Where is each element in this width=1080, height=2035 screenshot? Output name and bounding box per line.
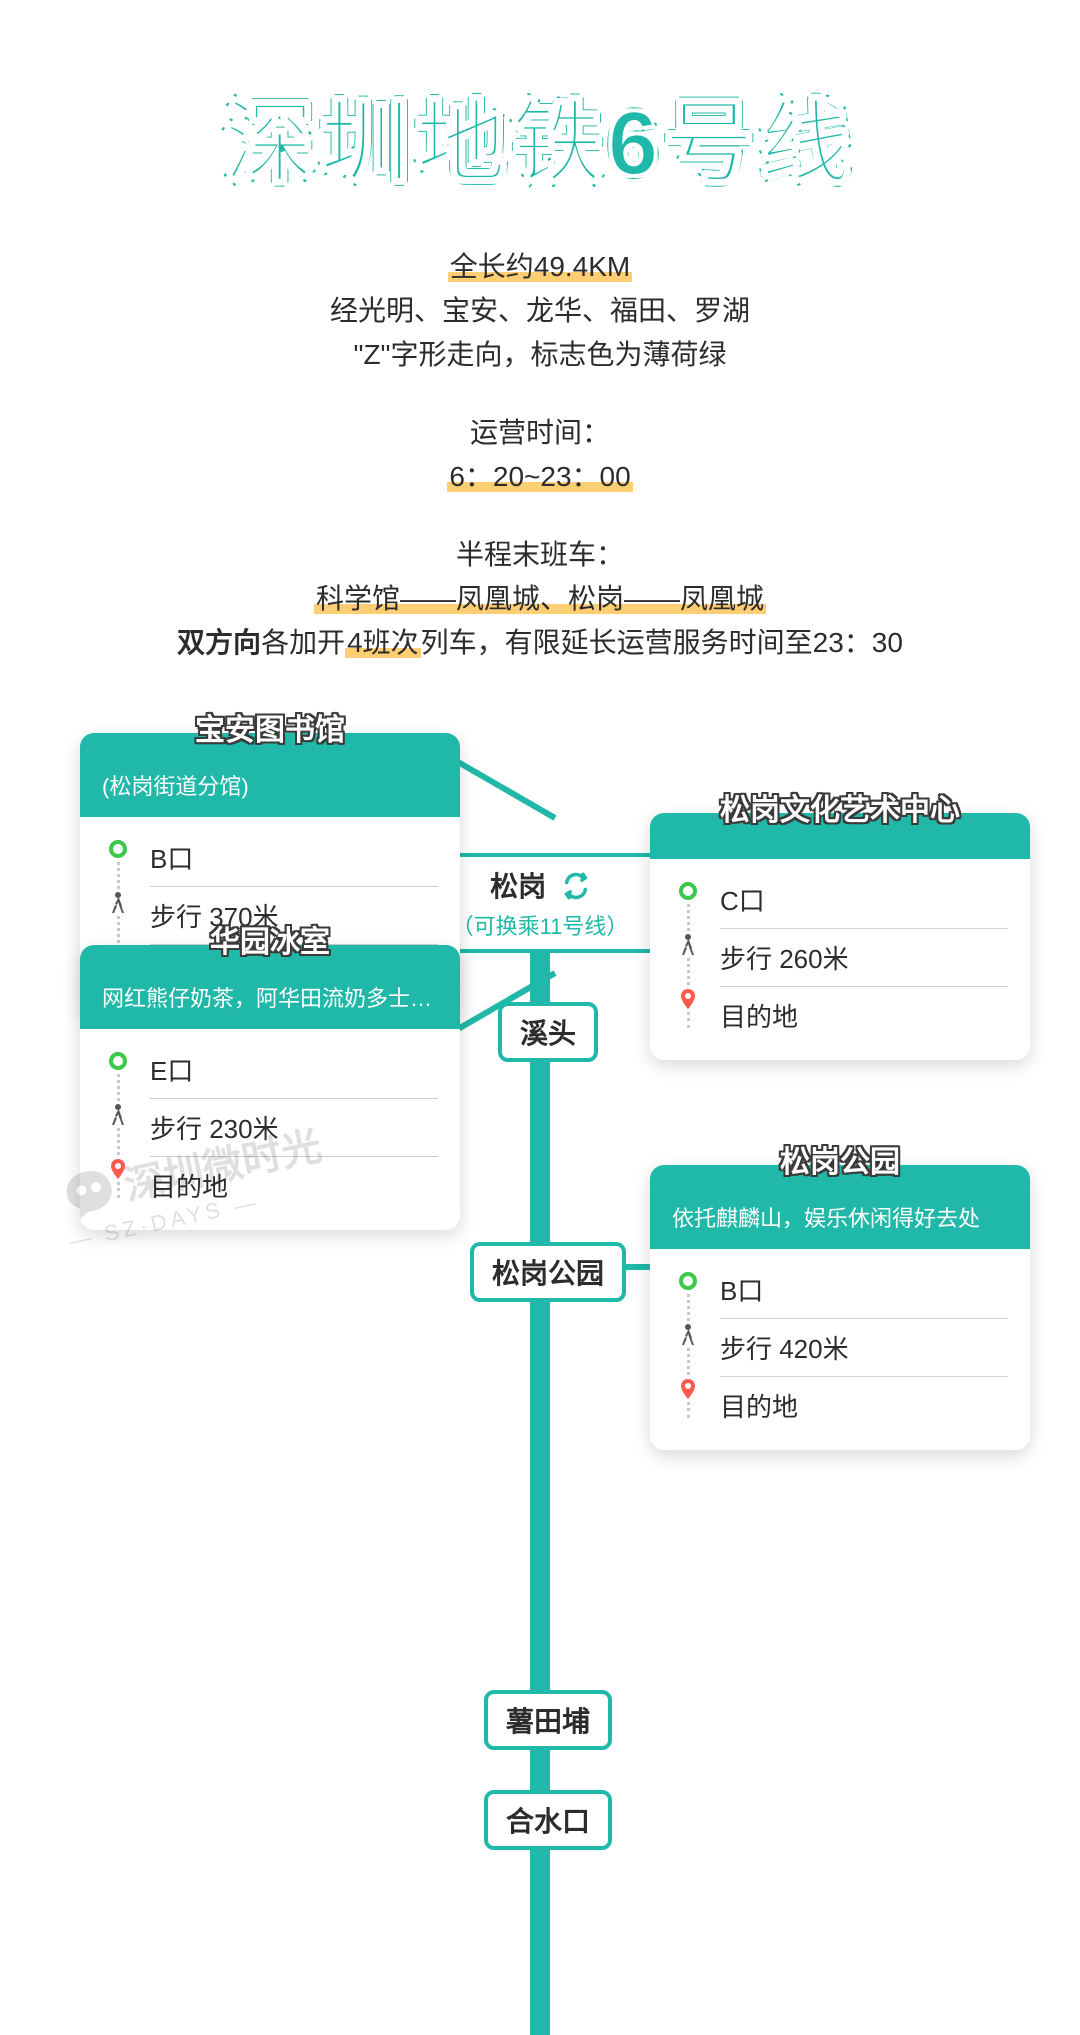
walk-icon <box>676 1323 700 1347</box>
walk-icon <box>106 1103 130 1127</box>
dest-row: 目的地 <box>720 1377 1008 1434</box>
destination-icon <box>676 1377 700 1401</box>
start-icon <box>676 879 700 903</box>
exit-row: C口 <box>720 871 1008 929</box>
station-heshuikou: 合水口 <box>484 1790 612 1850</box>
destination-icon <box>106 1157 130 1181</box>
dest-row: 目的地 <box>720 987 1008 1044</box>
intro-hours: 6：20~23：00 <box>447 461 632 492</box>
walk-icon <box>106 891 130 915</box>
exit-row: E口 <box>150 1041 438 1099</box>
walk-row: 步行 420米 <box>720 1319 1008 1377</box>
metro-vertical-line <box>530 910 550 2035</box>
poi-title: 松岗公园 <box>780 1137 900 1181</box>
walk-row: 步行 260米 <box>720 929 1008 987</box>
poi-title: 宝安图书馆 <box>195 705 345 749</box>
start-icon <box>106 1049 130 1073</box>
route-rail <box>676 1271 700 1428</box>
intro-length: 全长约49.4KM <box>448 251 633 282</box>
start-icon <box>676 1269 700 1293</box>
poi-card-artcenter: 松岗文化艺术中心 C口 步行 260米 目的地 <box>650 813 1030 1060</box>
poi-title: 华园冰室 <box>210 917 330 961</box>
intro-block: 全长约49.4KM 经光明、宝安、龙华、福田、罗湖 "Z"字形走向，标志色为薄荷… <box>0 245 1080 665</box>
station-shutianpu: 薯田埔 <box>484 1690 612 1750</box>
intro-extra-trains: 双方向各加开4班次列车，有限延长运营服务时间至23：30 <box>0 621 1080 665</box>
intro-lastbus-route: 科学馆——凤凰城、松岗——凤凰城 <box>314 583 766 614</box>
route-rail <box>106 1051 130 1208</box>
poi-title: 松岗文化艺术中心 <box>720 785 960 829</box>
transfer-icon <box>562 872 590 900</box>
start-icon <box>106 837 130 861</box>
poi-card-park: 松岗公园 依托麒麟山，娱乐休闲得好去处 B口 步行 420米 目的地 <box>650 1165 1030 1450</box>
exit-row: B口 <box>150 829 438 887</box>
intro-districts: 经光明、宝安、龙华、福田、罗湖 <box>0 289 1080 333</box>
exit-row: B口 <box>720 1261 1008 1319</box>
poi-card-huayuan: 华园冰室 网红熊仔奶茶，阿华田流奶多士… E口 步行 230米 目的地 <box>80 945 460 1230</box>
destination-icon <box>676 987 700 1011</box>
page-title: 深圳地铁6号线 <box>0 70 1080 200</box>
station-songgang-park: 松岗公园 <box>470 1242 626 1302</box>
intro-lastbus-label: 半程末班车： <box>0 533 1080 577</box>
walk-row: 步行 230米 <box>150 1099 438 1157</box>
intro-shape: "Z"字形走向，标志色为薄荷绿 <box>0 333 1080 377</box>
walk-icon <box>676 933 700 957</box>
intro-hours-label: 运营时间： <box>0 411 1080 455</box>
route-rail <box>676 881 700 1038</box>
station-xitou: 溪头 <box>498 1002 598 1062</box>
connector-line <box>445 753 556 821</box>
dest-row: 目的地 <box>150 1157 438 1214</box>
